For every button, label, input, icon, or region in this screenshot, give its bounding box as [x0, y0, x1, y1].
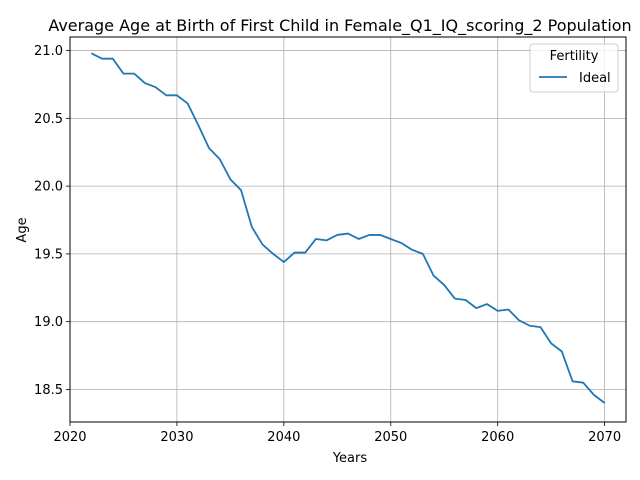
series-line-ideal: [90, 52, 606, 404]
y-tick-label: 20.5: [34, 112, 63, 127]
x-axis: 2020 2030 2040 2050 2060 2070: [53, 422, 621, 445]
x-tick-label: 2040: [267, 430, 300, 445]
y-axis: 18.5 19.0 19.5 20.0 20.5 21.0: [34, 44, 70, 398]
y-axis-title: Age: [15, 217, 30, 242]
plot-area-frame: [69, 36, 627, 423]
series-layer: [90, 52, 606, 404]
y-tick-label: 19.0: [34, 315, 63, 330]
x-tick-label: 2030: [160, 430, 193, 445]
legend-title: Fertility: [550, 49, 599, 64]
x-tick-label: 2020: [53, 430, 86, 445]
y-tick-label: 19.5: [34, 247, 63, 262]
chart-title: Average Age at Birth of First Child in F…: [48, 16, 631, 36]
x-axis-title: Years: [332, 451, 368, 466]
y-tick-label: 18.5: [34, 383, 63, 398]
y-tick-label: 20.0: [34, 180, 63, 195]
legend: Fertility Ideal: [529, 43, 619, 93]
x-tick-label: 2050: [374, 430, 407, 445]
legend-box: [529, 43, 619, 93]
x-tick-label: 2060: [481, 430, 514, 445]
x-tick-label: 2070: [588, 430, 621, 445]
grid: [69, 37, 626, 422]
y-tick-label: 21.0: [34, 44, 63, 59]
legend-label-ideal: Ideal: [579, 71, 611, 86]
